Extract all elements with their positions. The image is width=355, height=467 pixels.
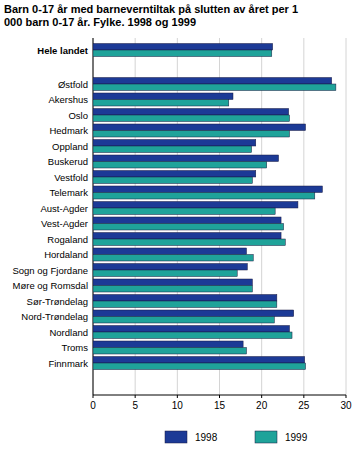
bar (93, 217, 281, 224)
bar (93, 115, 289, 122)
tick-label: 5 (132, 400, 138, 411)
category-label: Vest-Agder (41, 218, 88, 229)
legend-swatch (165, 431, 187, 443)
tick-label: 10 (172, 400, 184, 411)
bar (93, 193, 315, 200)
bar (93, 50, 272, 57)
bar (93, 78, 332, 85)
bar (93, 162, 267, 169)
title-line: 000 barn 0-17 år. Fylke. 1998 og 1999 (4, 16, 196, 28)
tick-label: 20 (256, 400, 268, 411)
bar (93, 131, 289, 138)
title-line: Barn 0-17 år med barneverntiltak på slut… (4, 3, 298, 15)
category-label: Oppland (52, 141, 88, 152)
category-label: Sør-Trøndelag (27, 296, 88, 307)
category-label: Finnmark (48, 358, 88, 369)
category-label: Oslo (68, 110, 88, 121)
bar (93, 109, 289, 116)
bar (93, 248, 246, 255)
category-label: Nordland (49, 327, 88, 338)
bar (93, 264, 247, 271)
bar (93, 208, 275, 215)
category-label: Sogn og Fjordane (12, 265, 88, 276)
category-label: Nord-Trøndelag (21, 311, 88, 322)
category-label: Buskerud (48, 156, 88, 167)
title: Barn 0-17 år med barneverntiltak på slut… (4, 3, 298, 28)
x-axis (93, 395, 346, 396)
category-label: Hedmark (49, 125, 88, 136)
category-label: Telemark (49, 187, 88, 198)
category-label: Rogaland (47, 234, 88, 245)
category-label: Troms (61, 342, 88, 353)
bar (93, 363, 306, 370)
bar (93, 84, 336, 91)
bar (93, 146, 252, 153)
legend-label: 1999 (285, 432, 308, 443)
tick-label: 30 (340, 400, 352, 411)
category-label: Vestfold (54, 172, 88, 183)
tick-label: 15 (214, 400, 226, 411)
grid-line (261, 38, 262, 395)
category-label: Aust-Agder (40, 203, 88, 214)
bar (93, 239, 285, 246)
bar (93, 326, 289, 333)
grid-line (303, 38, 304, 395)
bar (93, 44, 273, 51)
bar (93, 357, 305, 364)
legend-swatch (255, 431, 277, 443)
category-label: Akershus (48, 94, 88, 105)
bar (93, 177, 252, 184)
tick-label: 0 (90, 400, 96, 411)
bar (93, 310, 294, 317)
legend-label: 1998 (195, 432, 218, 443)
bar (93, 255, 253, 262)
bar (93, 348, 246, 355)
bar (93, 295, 277, 302)
category-label: Hordaland (44, 249, 88, 260)
bar (93, 270, 237, 277)
bar (93, 224, 284, 231)
bar (93, 124, 306, 131)
bar (93, 140, 256, 147)
bars (93, 44, 336, 370)
category-label: Østfold (58, 79, 88, 90)
category-label: Hele landet (37, 45, 89, 56)
bar (93, 233, 281, 240)
bar (93, 279, 252, 286)
chart: Barn 0-17 år med barneverntiltak på slut… (0, 0, 355, 467)
bar (93, 317, 274, 324)
category-label: Møre og Romsdal (13, 280, 89, 291)
bar (93, 186, 322, 193)
bar (93, 301, 277, 308)
bar (93, 93, 233, 100)
grid-line (346, 38, 347, 395)
bar (93, 202, 298, 209)
bar (93, 171, 256, 178)
bar (93, 332, 292, 339)
bar (93, 341, 243, 348)
bar (93, 100, 229, 107)
bar (93, 286, 252, 293)
tick-label: 25 (298, 400, 310, 411)
bar (93, 155, 279, 162)
